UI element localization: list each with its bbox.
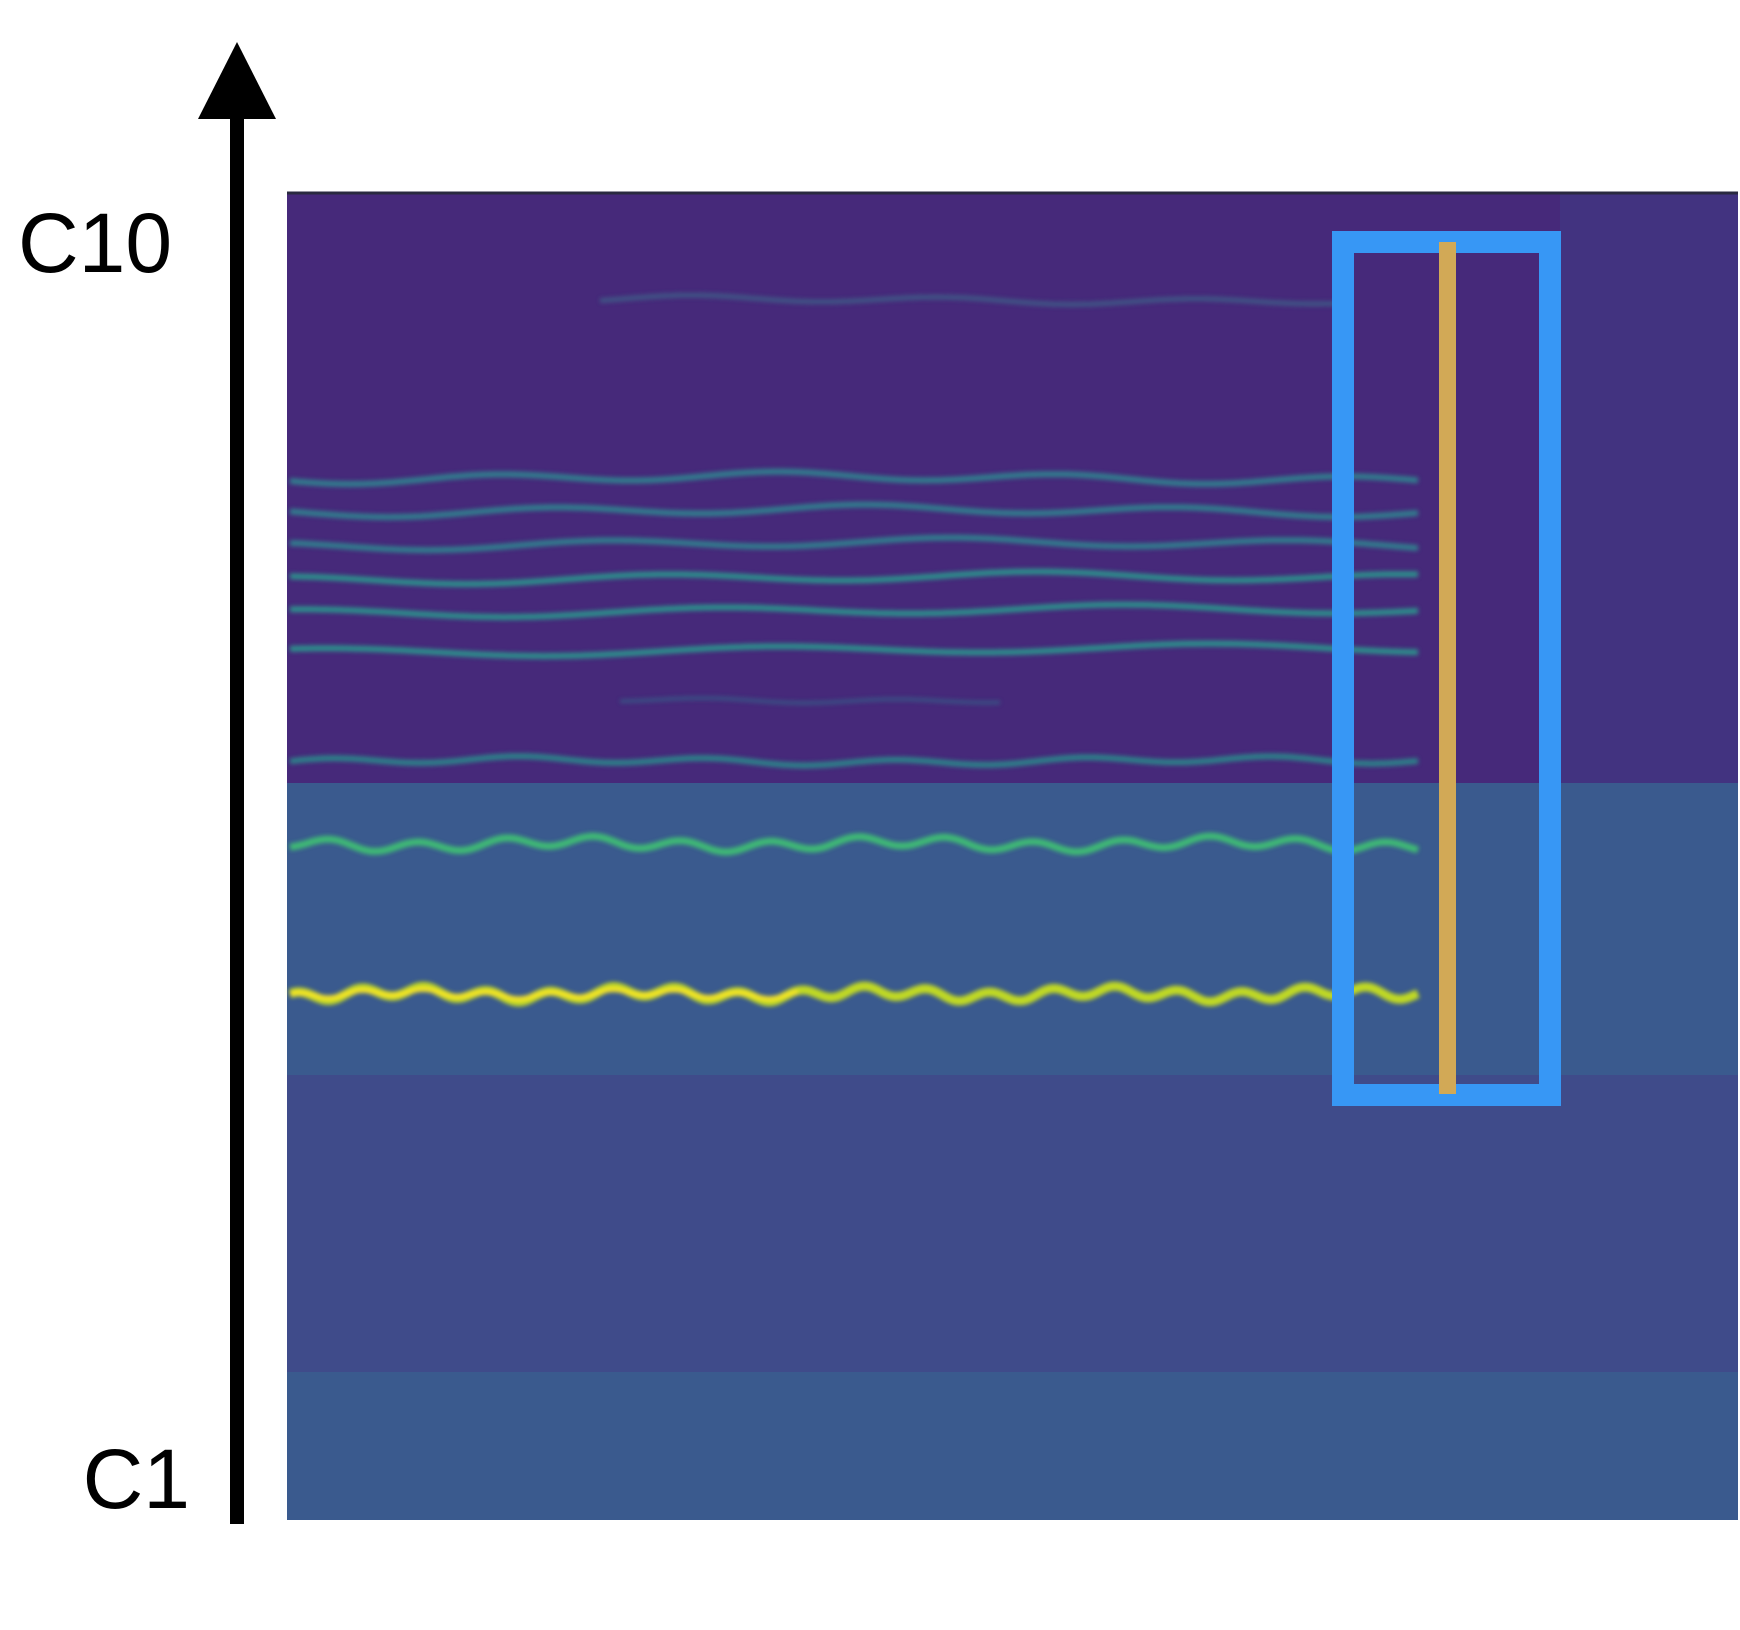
time-cursor bbox=[1439, 242, 1456, 1094]
harmonic-line bbox=[289, 832, 1419, 856]
harmonic-line bbox=[289, 601, 1419, 621]
harmonic-line bbox=[289, 986, 799, 1002]
harmonic-line bbox=[599, 292, 1341, 308]
band-mid bbox=[287, 783, 1738, 1075]
noise-region bbox=[1560, 192, 1738, 783]
band-low bbox=[287, 1075, 1738, 1372]
harmonic-line bbox=[289, 468, 1419, 488]
axis-label-bottom: C1 bbox=[83, 1432, 190, 1526]
harmonic-line bbox=[289, 568, 1419, 588]
harmonic-line bbox=[289, 534, 1419, 554]
harmonics bbox=[288, 292, 1420, 1007]
axis-label-top: C10 bbox=[18, 196, 172, 290]
harmonic-line bbox=[289, 753, 1419, 769]
axis-arrowhead bbox=[198, 42, 276, 119]
harmonic-line bbox=[289, 640, 1419, 660]
band-bottom bbox=[287, 1372, 1738, 1520]
harmonic-line bbox=[289, 501, 1419, 521]
spectrogram bbox=[287, 191, 1738, 1520]
harmonic-line bbox=[619, 696, 1001, 705]
band-high bbox=[287, 192, 1738, 783]
